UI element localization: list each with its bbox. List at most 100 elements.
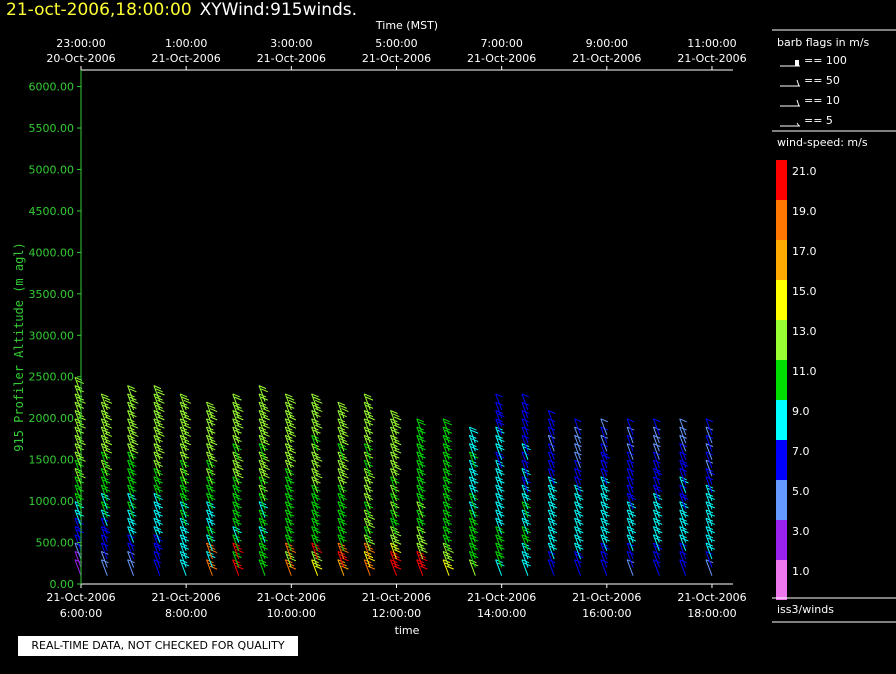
barb-flag: [232, 393, 240, 398]
barb-staff: [468, 476, 476, 493]
y-tick-label: 1000.00: [29, 495, 75, 508]
barb-staff: [100, 451, 108, 469]
wind-barb: [74, 418, 86, 435]
barb-staff: [258, 542, 266, 560]
barb-staff: [179, 435, 187, 452]
barb-staff: [100, 393, 108, 411]
barb-staff: [495, 518, 503, 535]
barb-staff: [337, 493, 345, 510]
barb-flag: [367, 416, 375, 421]
barb-staff: [521, 559, 529, 576]
barb-staff: [390, 484, 397, 502]
barb-staff: [127, 534, 135, 552]
barb-staff: [390, 451, 397, 469]
barb-staff: [705, 426, 713, 444]
barb-staff: [284, 526, 292, 543]
barb-flag: [420, 549, 428, 553]
barb-staff: [100, 468, 108, 485]
barb-flag: [236, 416, 244, 421]
barb-staff: [600, 534, 608, 552]
barb-staff: [205, 501, 213, 518]
barb-flag: [393, 466, 402, 471]
barb-staff: [521, 526, 529, 543]
barb-staff: [311, 426, 319, 444]
barb-staff: [600, 526, 608, 543]
barb-staff: [390, 542, 397, 560]
barb-staff: [652, 534, 660, 552]
barb-staff: [127, 493, 135, 510]
barb-staff: [416, 435, 424, 452]
barb-staff: [521, 393, 529, 411]
barb-flag: [157, 408, 165, 413]
barb-staff: [600, 542, 608, 560]
barb-staff: [521, 435, 529, 452]
wind-barb: [153, 385, 165, 402]
barb-staff: [179, 501, 187, 518]
barb-staff: [495, 451, 503, 469]
top-tick-time: 11:00:00: [687, 37, 736, 50]
barb-staff: [679, 501, 687, 518]
barb-staff: [258, 385, 266, 402]
barb-flag: [104, 416, 113, 421]
wind-barb: [521, 393, 530, 411]
barb-staff: [600, 451, 608, 469]
barb-staff: [442, 501, 450, 518]
barb-staff: [284, 435, 292, 452]
barb-staff: [205, 443, 213, 460]
barb-staff: [127, 526, 135, 543]
barb-staff: [205, 534, 213, 552]
y-tick-label: 4500.00: [29, 205, 75, 218]
wind-barb: [363, 517, 375, 535]
barb-flag: [367, 524, 375, 529]
barb-flag: [313, 396, 321, 401]
barb-staff: [468, 542, 476, 560]
barb-staff: [574, 493, 581, 510]
barb-staff: [442, 542, 450, 560]
barb-staff: [258, 435, 266, 452]
barb-staff: [390, 476, 397, 493]
barb-staff: [442, 493, 450, 510]
barb-flag: [155, 388, 163, 393]
barb-staff: [153, 559, 161, 576]
barb-staff: [363, 551, 371, 568]
top-tick-time: 7:00:00: [480, 37, 522, 50]
barb-staff: [416, 426, 424, 444]
barb-staff: [74, 526, 82, 543]
barb-staff: [127, 410, 135, 427]
y-tick-label: 4000.00: [29, 246, 75, 259]
wind-barb: [390, 410, 402, 427]
barb-staff: [468, 484, 476, 502]
barb-flag: [104, 441, 113, 446]
barb-staff: [153, 393, 161, 411]
barb-staff: [652, 484, 660, 502]
barb-staff: [284, 493, 292, 510]
wind-barb: [652, 418, 661, 435]
barb-staff: [705, 551, 713, 568]
barb-staff: [442, 476, 450, 493]
barb-staff: [337, 526, 345, 543]
barb-staff: [547, 559, 555, 576]
barb-staff: [232, 534, 240, 552]
barb-staff: [495, 393, 503, 411]
barb-flag: [209, 457, 218, 462]
barb-staff: [521, 518, 529, 535]
barb-staff: [495, 426, 503, 444]
barb-staff: [179, 402, 187, 419]
barb-flag: [127, 385, 135, 390]
barb-flag: [548, 410, 556, 414]
barb-staff: [127, 451, 135, 469]
barb-flag: [341, 441, 349, 446]
barb-staff: [100, 551, 108, 568]
barb-staff: [574, 559, 581, 576]
barb-staff: [574, 468, 581, 485]
barb-staff: [127, 385, 135, 402]
barb-staff: [363, 542, 371, 560]
y-tick-label: 3500.00: [29, 288, 75, 301]
wind-barb: [626, 418, 635, 435]
barb-flag: [390, 410, 398, 414]
barb-staff: [100, 460, 108, 477]
barb-staff: [442, 435, 450, 452]
wind-barb: [232, 418, 244, 435]
wind-barb: [127, 385, 137, 402]
barb-staff: [416, 542, 424, 560]
